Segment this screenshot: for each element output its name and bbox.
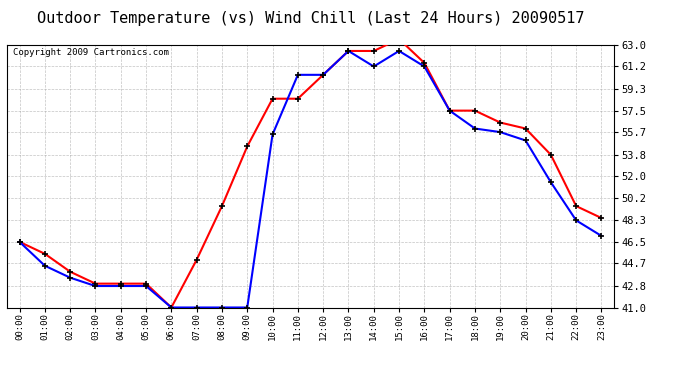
Text: Outdoor Temperature (vs) Wind Chill (Last 24 Hours) 20090517: Outdoor Temperature (vs) Wind Chill (Las… — [37, 11, 584, 26]
Text: Copyright 2009 Cartronics.com: Copyright 2009 Cartronics.com — [13, 48, 169, 57]
